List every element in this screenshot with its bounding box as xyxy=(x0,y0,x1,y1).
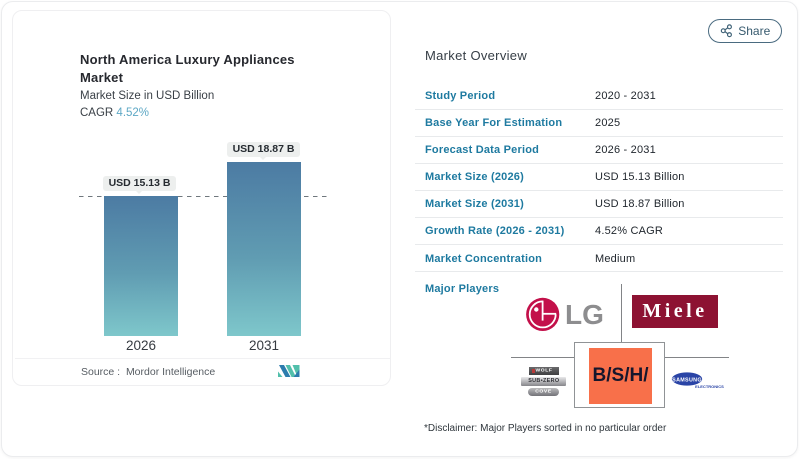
svg-text:ELECTRONICS: ELECTRONICS xyxy=(695,384,724,389)
svg-text:SAMSUNG: SAMSUNG xyxy=(672,377,702,383)
